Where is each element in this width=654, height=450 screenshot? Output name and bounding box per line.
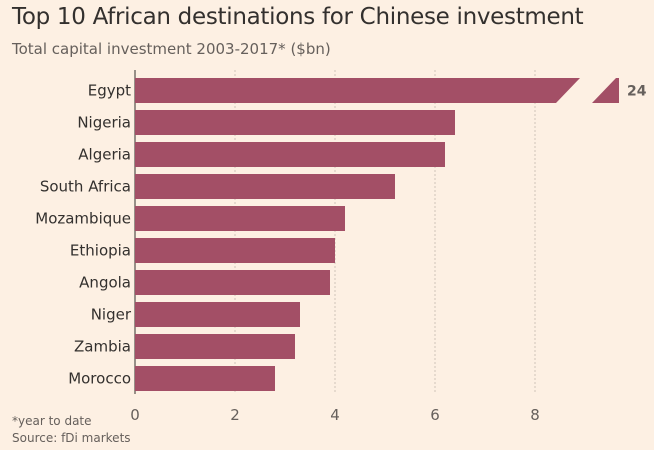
bar	[135, 366, 275, 391]
bar-segment-right	[592, 78, 619, 103]
bar	[135, 142, 445, 167]
x-tick-label: 8	[530, 406, 540, 424]
bar	[135, 110, 455, 135]
category-label: Angola	[79, 274, 131, 292]
category-label: South Africa	[40, 178, 131, 196]
bar-segment-left	[135, 78, 580, 103]
category-label: Morocco	[68, 370, 131, 388]
footnote: *year to date	[12, 414, 92, 428]
chart-subtitle: Total capital investment 2003-2017* ($bn…	[12, 40, 331, 58]
source-note: Source: fDi markets	[12, 431, 131, 445]
x-tick-label: 6	[430, 406, 440, 424]
bar	[135, 174, 395, 199]
bar	[135, 270, 330, 295]
category-label: Mozambique	[35, 210, 131, 228]
category-label: Nigeria	[77, 114, 131, 132]
data-label: 24	[627, 84, 647, 100]
bar	[135, 206, 345, 231]
category-label: Niger	[91, 306, 132, 324]
bar	[135, 334, 295, 359]
x-tick-label: 0	[130, 406, 140, 424]
category-label: Zambia	[74, 338, 131, 356]
category-label: Ethiopia	[70, 242, 131, 260]
category-label: Egypt	[88, 82, 131, 100]
chart-title: Top 10 African destinations for Chinese …	[12, 4, 584, 30]
x-tick-label: 4	[330, 406, 340, 424]
category-label: Algeria	[78, 146, 131, 164]
bar	[135, 302, 300, 327]
bar	[135, 238, 335, 263]
x-tick-label: 2	[230, 406, 240, 424]
